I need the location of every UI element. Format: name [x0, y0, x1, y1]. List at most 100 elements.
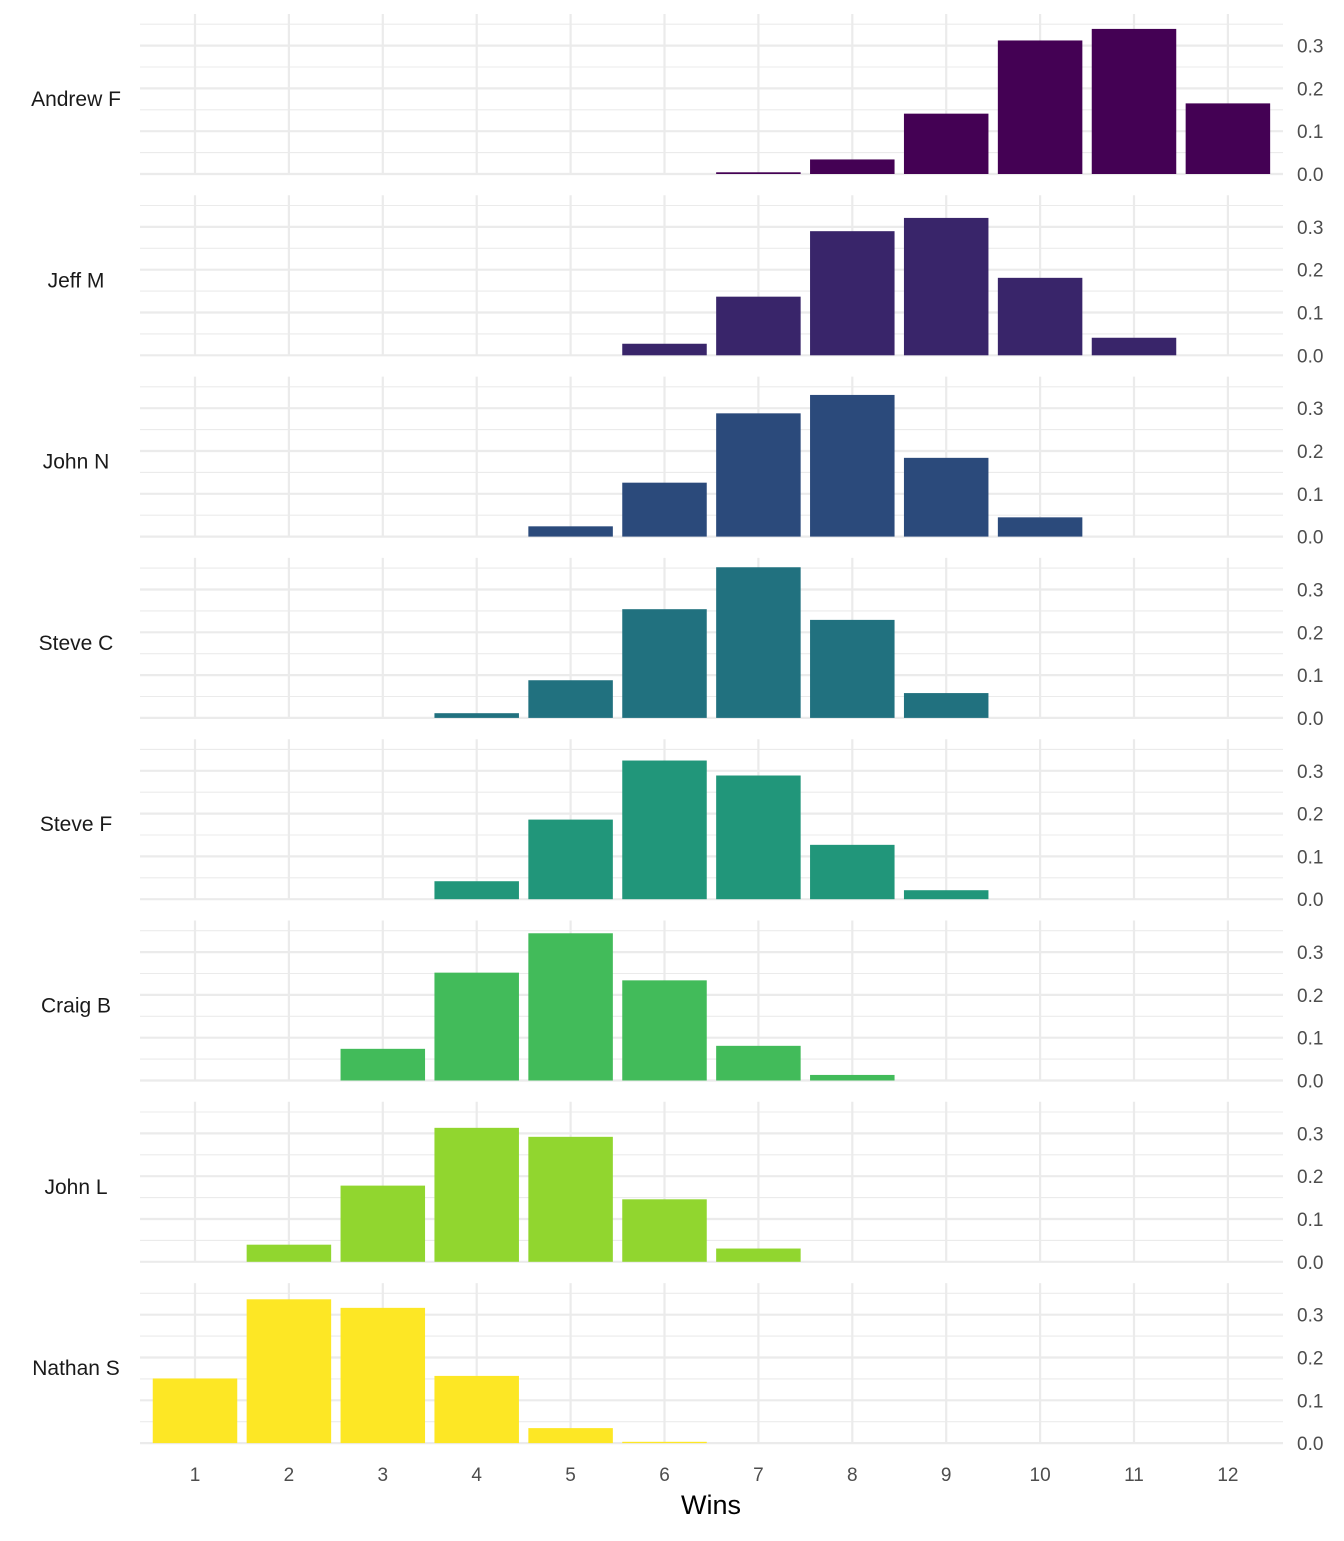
facet-label: Craig B [41, 995, 111, 1018]
facet-label: Steve C [39, 632, 114, 655]
y-tick-label: 0.0 [1297, 1072, 1323, 1093]
bar-john-n-8 [810, 394, 895, 537]
y-tick-label: 0.2 [1297, 79, 1323, 100]
y-tick-label: 0.3 [1297, 581, 1323, 602]
bar-craig-b-3 [340, 1048, 426, 1081]
facet-panel-steve-c: Steve C 0.0 0.1 0.2 0.3 [39, 557, 1323, 730]
bar-steve-c-8 [810, 619, 895, 718]
facet-panel-john-n: John N 0.0 0.1 0.2 0.3 [43, 376, 1323, 549]
y-tick-label: 0.2 [1297, 623, 1323, 644]
y-tick-label: 0.1 [1297, 1391, 1323, 1412]
bar-john-n-9 [903, 457, 989, 537]
x-tick-label: 5 [565, 1465, 576, 1486]
bar-steve-f-4 [434, 881, 519, 900]
facet-label: John L [44, 1176, 107, 1199]
bar-jeff-m-8 [810, 231, 895, 356]
y-tick-label: 0.1 [1297, 1210, 1323, 1231]
bar-steve-f-9 [903, 890, 989, 900]
bar-john-n-5 [528, 526, 613, 537]
y-tick-label: 0.0 [1297, 890, 1323, 911]
x-tick-label: 7 [753, 1465, 764, 1486]
y-tick-label: 0.0 [1297, 346, 1323, 367]
y-tick-label: 0.3 [1297, 218, 1323, 239]
bar-nathan-s-6 [622, 1441, 707, 1444]
x-tick-label: 8 [847, 1465, 858, 1486]
bar-jeff-m-10 [997, 277, 1083, 356]
bar-craig-b-8 [810, 1074, 895, 1081]
x-tick-label: 2 [284, 1465, 295, 1486]
facet-label: John N [43, 451, 110, 474]
bar-john-l-5 [528, 1136, 613, 1262]
bar-craig-b-4 [434, 972, 519, 1081]
y-tick-label: 0.2 [1297, 805, 1323, 826]
bar-nathan-s-2 [246, 1299, 332, 1444]
y-tick-label: 0.3 [1297, 399, 1323, 420]
facet-label: Jeff M [48, 269, 105, 292]
y-tick-label: 0.1 [1297, 304, 1323, 325]
bar-steve-f-7 [716, 775, 801, 900]
x-tick-label: 3 [378, 1465, 389, 1486]
bar-john-l-7 [716, 1248, 801, 1262]
facet-panel-jeff-m: Jeff M 0.0 0.1 0.2 0.3 [48, 195, 1323, 367]
bar-nathan-s-1 [152, 1378, 238, 1444]
facet-label: Steve F [40, 813, 112, 836]
y-tick-label: 0.3 [1297, 1306, 1323, 1327]
bar-jeff-m-7 [716, 296, 801, 356]
y-tick-label: 0.0 [1297, 709, 1323, 730]
y-tick-label: 0.3 [1297, 762, 1323, 783]
y-tick-label: 0.1 [1297, 122, 1323, 143]
y-tick-label: 0.0 [1297, 528, 1323, 549]
bar-john-n-7 [716, 413, 801, 537]
bar-craig-b-5 [528, 933, 613, 1081]
bar-steve-f-5 [528, 819, 613, 900]
x-axis: 1 2 3 4 5 6 7 8 9 10 11 12 [190, 1465, 1239, 1486]
facet-label: Nathan S [32, 1357, 120, 1380]
bar-steve-f-6 [622, 760, 707, 900]
bar-steve-c-7 [716, 567, 801, 718]
x-tick-label: 4 [471, 1465, 482, 1486]
y-tick-label: 0.1 [1297, 1029, 1323, 1050]
bar-steve-c-9 [903, 693, 989, 718]
y-tick-label: 0.3 [1297, 943, 1323, 964]
x-tick-label: 11 [1124, 1465, 1144, 1486]
facet-panel-john-l: John L 0.0 0.1 0.2 0.3 [44, 1101, 1323, 1274]
facet-label: Andrew F [31, 88, 121, 111]
bar-steve-c-4 [434, 713, 519, 718]
bar-nathan-s-3 [340, 1307, 426, 1444]
bar-john-l-4 [434, 1127, 519, 1262]
facet-panel-nathan-s: Nathan S 0.0 0.1 0.2 0.3 [32, 1283, 1323, 1455]
bar-andrew-f-10 [997, 40, 1083, 174]
bar-john-n-6 [622, 482, 707, 537]
x-tick-label: 6 [659, 1465, 670, 1486]
x-tick-label: 12 [1217, 1465, 1238, 1486]
bar-steve-c-5 [528, 680, 613, 718]
bar-steve-f-8 [810, 844, 895, 900]
x-axis-title: Wins [681, 1490, 741, 1520]
bar-andrew-f-9 [903, 113, 989, 174]
y-tick-label: 0.0 [1297, 165, 1323, 186]
y-tick-label: 0.3 [1297, 37, 1323, 58]
bar-jeff-m-11 [1091, 337, 1177, 356]
facet-panel-craig-b: Craig B 0.0 0.1 0.2 0.3 [41, 920, 1323, 1093]
bar-john-l-6 [622, 1199, 707, 1262]
bar-craig-b-6 [622, 980, 707, 1081]
bar-craig-b-7 [716, 1045, 801, 1081]
bar-john-l-2 [246, 1244, 332, 1262]
y-tick-label: 0.2 [1297, 442, 1323, 463]
y-tick-label: 0.1 [1297, 847, 1323, 868]
y-tick-label: 0.2 [1297, 1167, 1323, 1188]
bar-steve-c-6 [622, 609, 707, 718]
facet-panel-steve-f: Steve F 0.0 0.1 0.2 0.3 [40, 739, 1323, 911]
x-tick-label: 1 [190, 1465, 201, 1486]
y-tick-label: 0.0 [1297, 1253, 1323, 1274]
bar-andrew-f-7 [716, 172, 801, 174]
bar-andrew-f-11 [1091, 28, 1177, 174]
x-tick-label: 9 [941, 1465, 952, 1486]
y-tick-label: 0.1 [1297, 485, 1323, 506]
x-tick-label: 10 [1030, 1465, 1051, 1486]
bar-john-l-3 [340, 1185, 426, 1262]
bar-andrew-f-12 [1185, 103, 1271, 174]
